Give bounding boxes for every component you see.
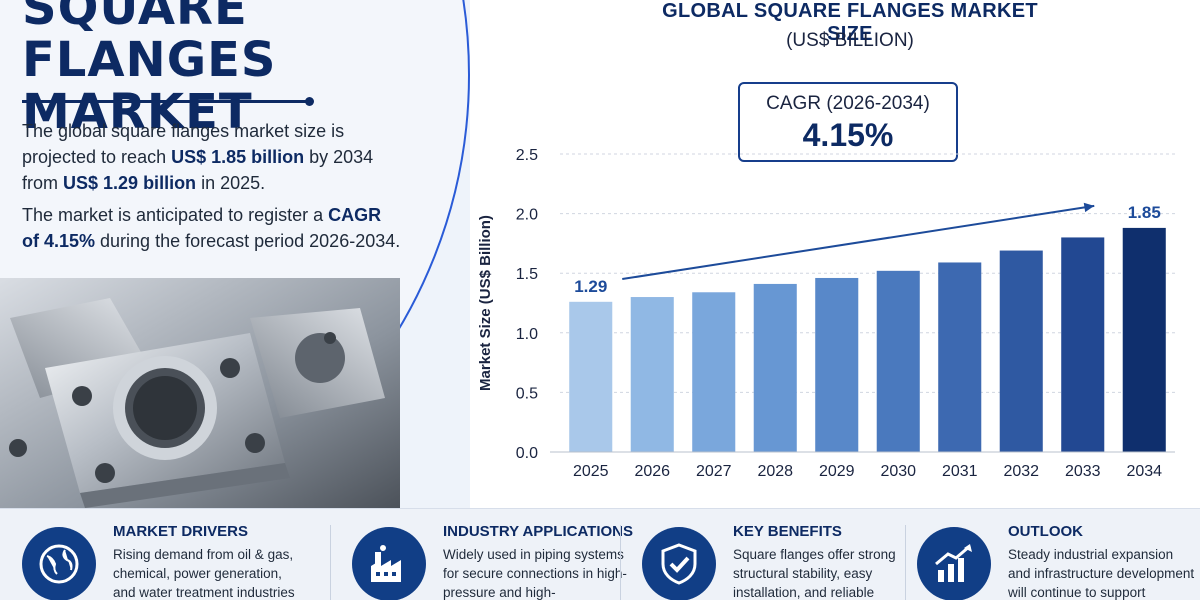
divider <box>905 525 906 600</box>
x-tick-label: 2029 <box>819 463 855 480</box>
bar <box>1061 237 1105 452</box>
x-tick-label: 2034 <box>1126 463 1162 480</box>
x-tick-label: 2033 <box>1065 463 1101 480</box>
divider <box>330 525 331 600</box>
intro-p1-text-c: by 2034 from <box>22 147 374 193</box>
bar <box>876 270 920 452</box>
card-icon-circle <box>22 527 96 600</box>
y-tick-label: 0.0 <box>516 445 538 462</box>
x-tick-label: 2025 <box>573 463 609 480</box>
y-tick-label: 1.0 <box>516 326 538 343</box>
card-key-benefits: KEY BENEFITS Square flanges offer strong… <box>620 509 905 600</box>
shield-check-icon <box>661 543 697 585</box>
card-market-drivers: MARKET DRIVERS Rising demand from oil & … <box>0 509 330 600</box>
intro-paragraph-2: The market is anticipated to register a … <box>22 202 402 254</box>
title-underline <box>22 100 310 103</box>
bar <box>692 292 736 452</box>
bar <box>938 262 982 452</box>
x-tick-label: 2031 <box>942 463 978 480</box>
card-text: Widely used in piping systems for secure… <box>443 547 627 600</box>
x-tick-label: 2026 <box>634 463 670 480</box>
bar-chart: 0.0 0.5 1.0 1.5 2.0 2.5 Market Size (US$ Billi… <box>477 147 1175 480</box>
y-tick-label: 2.5 <box>516 147 538 164</box>
card-icon-circle <box>917 527 991 600</box>
card-text: Steady industrial expansion and infrastr… <box>1008 547 1195 600</box>
card-icon-circle <box>352 527 426 600</box>
y-axis-label: Market Size (US$ Billion) <box>477 215 494 391</box>
card-heading: MARKET DRIVERS <box>113 523 249 540</box>
flanges-photo <box>0 278 400 508</box>
intro-paragraph-1: The global square flanges market size is… <box>22 118 402 196</box>
cagr-box: CAGR (2026-2034) 4.15% <box>738 82 958 162</box>
card-heading: KEY BENEFITS <box>733 523 842 540</box>
chart-title: GLOBAL SQUARE FLANGES MARKET SIZE <box>662 0 1038 45</box>
intro-p1-text-a: The global square flanges market size is… <box>22 121 345 167</box>
x-tick-label: 2030 <box>880 463 916 480</box>
intro-p2-text-c: during the forecast period 2026-2034. <box>95 231 401 251</box>
bar <box>569 301 613 452</box>
y-tick-label: 0.5 <box>516 385 538 402</box>
x-tick-label: 2028 <box>757 463 793 480</box>
intro-p2-text-a: The market is anticipated to register a <box>22 205 329 225</box>
x-tick-label: 2032 <box>1003 463 1039 480</box>
title-line-1: SQUARE FLANGES <box>22 0 277 88</box>
chart-subtitle: (US$ BILLION) <box>786 30 914 51</box>
bar <box>1122 227 1166 452</box>
intro-panel: SQUARE FLANGES MARKET The global square … <box>0 0 470 508</box>
globe-icon <box>39 544 79 584</box>
cagr-label: CAGR (2026-2034) <box>766 93 930 114</box>
title-underline-dot <box>305 97 314 106</box>
bar <box>815 277 859 452</box>
card-heading: OUTLOOK <box>1008 523 1083 540</box>
y-tick-label: 1.5 <box>516 266 538 283</box>
x-tick-label: 2027 <box>696 463 732 480</box>
card-icon-circle <box>642 527 716 600</box>
divider <box>620 525 621 600</box>
intro-p1-highlight-2025: US$ 1.29 billion <box>63 173 197 193</box>
bar <box>999 250 1043 452</box>
card-industry-applications: INDUSTRY APPLICATIONS Widely used in pip… <box>330 509 633 600</box>
card-text: Square flanges offer strong structural s… <box>733 547 896 600</box>
trend-arrow-line <box>622 204 1095 281</box>
trend-arrow-head <box>1083 202 1095 213</box>
intro-p1-text-e: in 2025. <box>196 173 266 193</box>
card-text: Rising demand from oil & gas, chemical, … <box>113 547 295 600</box>
y-tick-label: 2.0 <box>516 207 538 224</box>
card-outlook: OUTLOOK Steady industrial expansion and … <box>895 509 1200 600</box>
title-line-2: MARKET <box>22 84 253 140</box>
growth-chart-icon <box>935 544 972 582</box>
data-label: 1.85 <box>1128 203 1161 222</box>
card-heading: INDUSTRY APPLICATIONS <box>443 523 634 540</box>
bar <box>753 283 797 452</box>
page-title: SQUARE FLANGES MARKET <box>22 0 470 138</box>
factory-icon <box>371 545 401 582</box>
info-cards-strip: MARKET DRIVERS Rising demand from oil & … <box>0 508 1200 600</box>
cagr-value: 4.15% <box>802 117 894 153</box>
data-label: 1.29 <box>574 277 607 296</box>
intro-p1-highlight-2034: US$ 1.85 billion <box>171 147 305 167</box>
bar <box>630 297 674 452</box>
intro-p2-highlight-cagr: CAGR of 4.15% <box>22 205 382 251</box>
